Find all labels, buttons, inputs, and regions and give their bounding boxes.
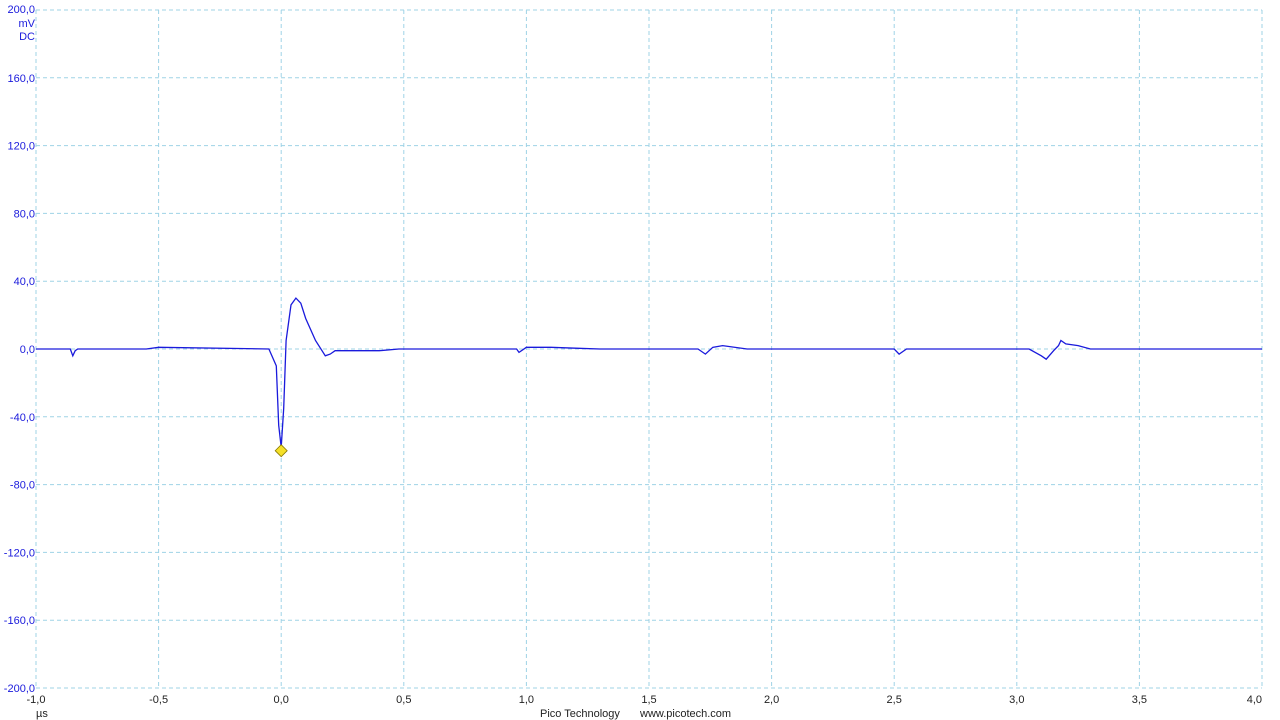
y-tick-label: -160,0 (4, 615, 35, 627)
x-tick-label: 0,5 (396, 694, 411, 706)
y-tick-label: 160,0 (7, 73, 35, 85)
x-tick-label: -0,5 (149, 694, 168, 706)
x-tick-label: 3,5 (1132, 694, 1147, 706)
x-tick-label: 2,0 (764, 694, 779, 706)
x-unit-label: µs (36, 708, 48, 720)
x-tick-label: 2,5 (887, 694, 902, 706)
y-tick-label: 80,0 (14, 208, 35, 220)
y-coupling-label: DC (19, 31, 35, 43)
x-tick-label: 1,0 (519, 694, 534, 706)
y-tick-label: 120,0 (7, 141, 35, 153)
x-tick-label: 3,0 (1009, 694, 1024, 706)
y-tick-label: 0,0 (20, 344, 35, 356)
trigger-marker[interactable] (274, 444, 288, 458)
footer-url: www.picotech.com (639, 708, 731, 720)
x-tick-label: 4,0 (1247, 694, 1262, 706)
x-axis-ticks: -1,0 -0,5 0,0 0,5 1,0 1,5 2,0 2,5 3,0 3,5 4,0 (27, 694, 1262, 706)
x-tick-label: 0,0 (274, 694, 289, 706)
x-tick-label: 1,5 (641, 694, 656, 706)
x-tick-label: -1,0 (27, 694, 46, 706)
y-unit-label: mV (19, 18, 36, 30)
y-tick-label: -40,0 (10, 412, 35, 424)
waveform-trace (36, 297, 1262, 448)
y-tick-label: -80,0 (10, 480, 35, 492)
y-tick-label: -200,0 (4, 683, 35, 695)
footer-brand: Pico Technology (540, 708, 620, 720)
y-tick-label: -120,0 (4, 547, 35, 559)
y-tick-label: 200,0 (7, 4, 35, 16)
y-axis-ticks: 200,0 160,0 120,0 80,0 40,0 0,0 -40,0 -80,0 -120… (4, 4, 35, 695)
y-tick-label: 40,0 (14, 276, 35, 288)
